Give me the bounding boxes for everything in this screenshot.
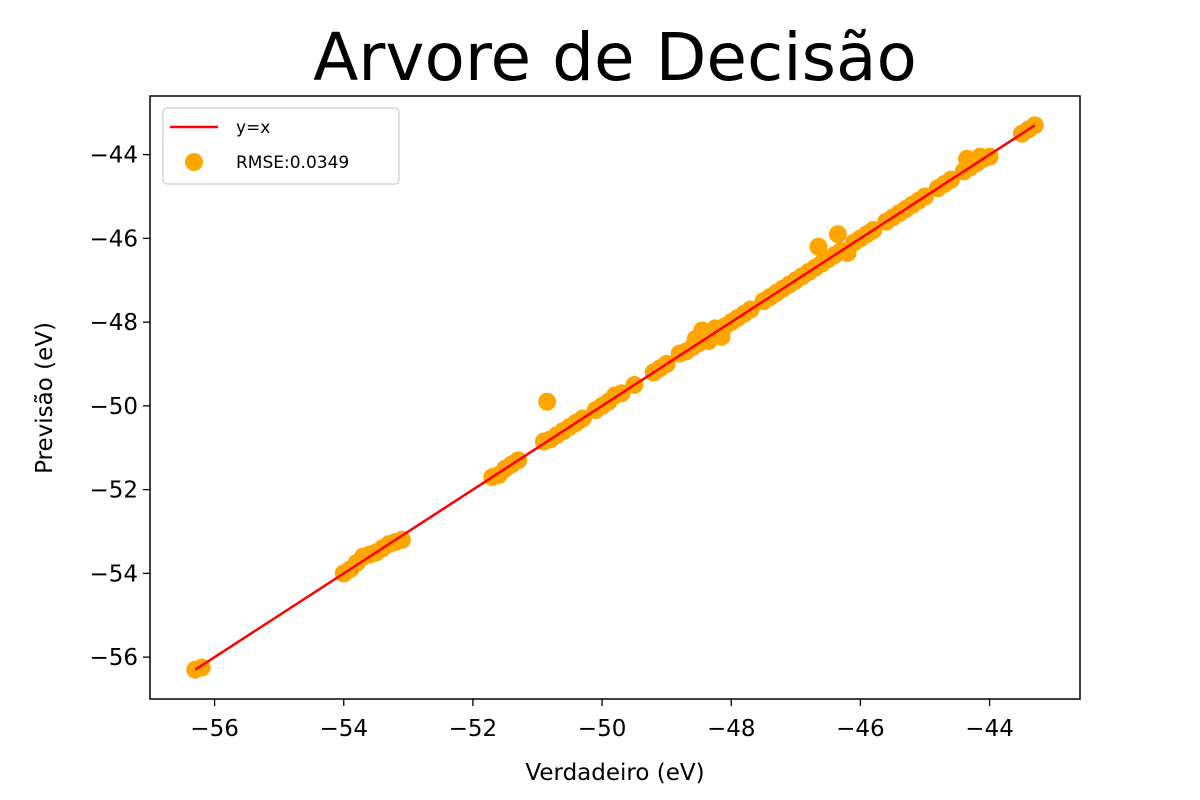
y-tick-label: −44 <box>89 143 138 169</box>
x-axis: −56 −54 −52 −50 −48 −46 −44 <box>190 699 1014 742</box>
y-tick-label: −46 <box>89 226 138 252</box>
y-tick-label: −48 <box>89 310 138 336</box>
legend-point-swatch <box>185 153 203 171</box>
axes-frame <box>149 95 1081 700</box>
y-tick-label: −50 <box>89 394 138 420</box>
legend-label-scatter: RMSE:0.0349 <box>236 153 349 173</box>
scatter-point <box>828 225 847 244</box>
x-tick-label: −56 <box>190 716 239 742</box>
y-tick-label: −52 <box>89 478 138 504</box>
y-tick-label: −54 <box>89 561 138 587</box>
x-tick-label: −48 <box>707 716 756 742</box>
x-tick-label: −52 <box>449 716 498 742</box>
series-line-yx <box>194 124 1036 671</box>
y-axis: −56 −54 −52 −50 −48 −46 −44 <box>89 143 150 671</box>
x-tick-label: −54 <box>319 716 368 742</box>
legend-label-line: y=x <box>236 118 270 138</box>
scatter-point <box>538 392 557 411</box>
legend-box <box>162 107 400 185</box>
scatter-point <box>809 237 828 256</box>
chart-title: Arvore de Decisão <box>313 19 917 96</box>
x-tick-label: −50 <box>578 716 627 742</box>
y-tick-label: −56 <box>89 645 138 671</box>
scatter-point <box>392 530 411 549</box>
x-axis-label: Verdadeiro (eV) <box>525 760 704 786</box>
plot-area <box>186 116 1044 679</box>
legend: y=x RMSE:0.0349 <box>162 107 400 185</box>
x-tick-label: −44 <box>965 716 1014 742</box>
y-axis-label: Previsão (eV) <box>32 322 58 474</box>
x-tick-label: −46 <box>836 716 885 742</box>
